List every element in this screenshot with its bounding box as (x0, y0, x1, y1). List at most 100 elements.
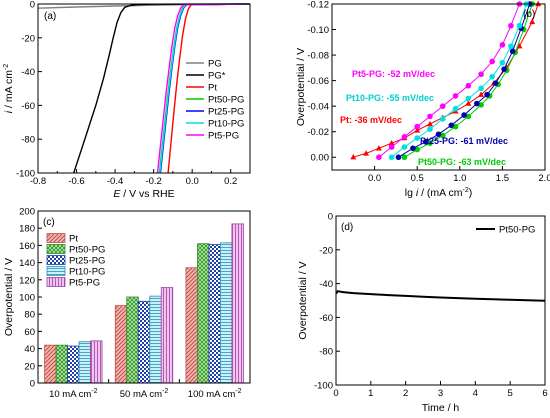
panel-a: -0.8 -0.6 -0.4 -0.2 0.0 0.2 -100 -80 -60 -40 -20 0 E… (3, 0, 251, 200)
legend-label-Pt5-PG: Pt5-PG (208, 131, 239, 142)
data-point-Pt5-PG (478, 71, 484, 78)
data-point-Pt (516, 42, 523, 49)
y-tick-label-d: -80 (319, 347, 333, 358)
label-part: 100 mA cm (188, 389, 236, 400)
axes-frame-a (37, 3, 251, 174)
bar-Pt50-PG (55, 344, 68, 384)
panel-c: 10 mA cm-2 50 mA cm-2 100 mA cm-2020406080… (3, 207, 251, 400)
data-point-Pt5-PG (508, 22, 514, 29)
data-point-Pt (375, 145, 382, 151)
label-part: ) (469, 187, 473, 199)
data-point-Pt5-PG (376, 154, 382, 161)
data-point-Pt50-PG (478, 102, 484, 108)
x-tick-label-a: 0.0 (186, 176, 199, 187)
y-tick-label-b: -0.04 (307, 102, 329, 113)
legend-label-Pt25-PG: Pt25-PG (69, 256, 105, 267)
data-point-Pt10-PG (452, 105, 459, 112)
data-point-Pt10-PG (465, 95, 472, 102)
annotation-slope: Pt50-PG: -63 mV/dec (418, 157, 506, 167)
data-point-Pt50-PG (401, 154, 408, 161)
x-axis-label-a: E / V vs RHE (113, 188, 174, 200)
y-tick-label-a: -60 (21, 101, 35, 112)
bar-Pt5-PG (231, 223, 244, 384)
annotation-slope: Pt: -36 mV/dec (340, 115, 402, 125)
label-part: -2 (162, 388, 168, 395)
bar-Pt25-PG (208, 244, 221, 384)
x-tick-label-a: 0.2 (224, 176, 237, 187)
series-line-Pt5-PG (378, 3, 520, 158)
legend-swatch-Pt (46, 233, 66, 243)
data-point-Pt5-PG (414, 123, 421, 130)
y-tick-label-b: 0.00 (311, 153, 330, 164)
y-tick-label-b: -0.02 (307, 127, 329, 138)
y-tick-label-c: 60 (24, 327, 35, 338)
data-point-Pt10-PG (499, 59, 506, 66)
data-point-Pt (388, 139, 395, 146)
data-point-Pt25-PG (484, 91, 490, 98)
y-tick-label-d: -20 (319, 245, 333, 256)
bar-Pt50-PG (126, 296, 139, 384)
category-label-c: 10 mA cm-2 (49, 388, 98, 400)
x-tick-label-d: 0 (333, 388, 338, 399)
bar-Pt (114, 305, 128, 384)
plot-area-b (350, 0, 542, 161)
panel-label-c: (c) (43, 217, 55, 228)
data-point-Pt10-PG (439, 116, 446, 122)
category-label-c: 100 mA cm-2 (188, 388, 242, 400)
data-point-Pt25-PG (474, 100, 480, 107)
data-point-Pt10-PG (427, 126, 433, 132)
label-part: i (416, 187, 419, 199)
y-axis-label-d: Overpotential / V (297, 261, 309, 339)
data-point-Pt10-PG (489, 73, 495, 80)
legend-d: Pt50-PG (476, 225, 535, 236)
data-point-Pt50-PG (414, 146, 421, 153)
legend-swatch-Pt5-PG (46, 277, 66, 287)
y-tick-label-d: -100 (314, 381, 333, 392)
y-tick-label-b: -0.12 (307, 0, 329, 11)
data-point-Pt (478, 91, 485, 97)
legend-swatch-Pt25-PG (46, 255, 66, 265)
plot-area-d (335, 290, 546, 302)
data-point-Pt50-PG (465, 113, 472, 120)
data-point-Pt25-PG (461, 112, 467, 118)
y-axis-label-b: Overpotential / V (295, 48, 307, 126)
bar-Pt10-PG (78, 341, 91, 384)
data-point-Pt10-PG (388, 154, 395, 161)
y-tick-label-c: 0 (30, 379, 35, 390)
x-tick-label-d: 5 (508, 388, 513, 399)
data-point-Pt (535, 0, 542, 7)
label-part: -2 (91, 388, 97, 395)
data-point-Pt (426, 120, 433, 127)
data-point-Pt5-PG (489, 58, 495, 65)
label-part: E (113, 188, 121, 200)
bar-Pt5-PG (90, 340, 103, 384)
data-point-Pt (414, 127, 421, 133)
legend-label-Pt25-PG: Pt25-PG (208, 107, 244, 118)
y-tick-label-b: -0.10 (307, 25, 329, 36)
bar-Pt10-PG (149, 295, 162, 384)
data-point-Pt10-PG (414, 135, 421, 141)
data-point-Pt25-PG (422, 139, 429, 145)
series-line-Pt5-PG (156, 3, 251, 174)
y-tick-label-a: -100 (16, 169, 35, 180)
x-tick-label-d: 2 (403, 388, 408, 399)
x-tick-label-a: -0.8 (30, 176, 46, 187)
y-axis-label-a: i / mA cm-2 (3, 64, 15, 114)
legend-label-Pt50-PG: Pt50-PG (208, 95, 244, 106)
y-tick-label-c: 40 (24, 344, 35, 355)
y-tick-label-c: 140 (19, 258, 35, 269)
bar-Pt (185, 267, 198, 384)
label-part: 10 mA cm (49, 389, 91, 400)
panel-label-b: (b) (523, 9, 535, 20)
label-part: -2 (3, 64, 10, 70)
bar-Pt5-PG (160, 287, 174, 384)
y-tick-label-c: 80 (24, 310, 35, 321)
y-tick-label-d: -60 (319, 313, 333, 324)
label-part: / mA cm (3, 70, 15, 111)
y-tick-label-a: -80 (21, 135, 35, 146)
data-point-Pt50-PG (427, 140, 433, 146)
data-point-Pt50-PG (439, 132, 446, 139)
